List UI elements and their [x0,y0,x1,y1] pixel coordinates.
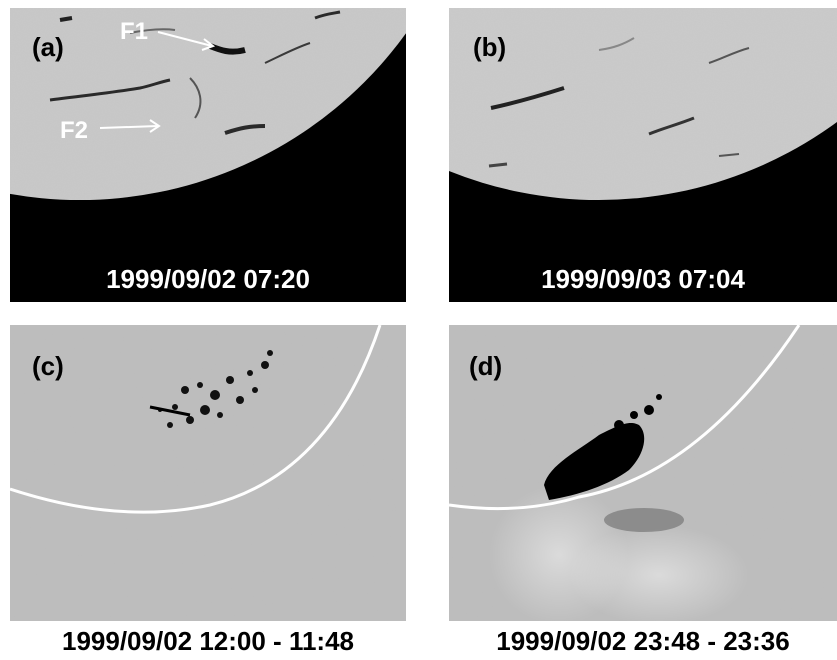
dimming-region-dots [614,394,662,446]
panel-d-difference-image-content [449,325,837,621]
panel-d-difference-image: (d) [449,325,837,621]
filament [490,86,565,110]
filament [314,10,341,20]
filament-dark [149,405,191,417]
panel-b-halpha-image: (b) 1999/09/03 07:04 [449,8,837,302]
feature-label-f2: F2 [60,117,89,144]
filament [224,124,266,135]
filament [488,162,508,168]
filament [189,77,202,119]
timestamp: 1999/09/02 23:48 - 23:36 [496,626,790,656]
panel-b-solar-disk-image [449,8,837,200]
filament [49,78,171,102]
filament [708,47,750,64]
filament [59,16,73,22]
panel-c-difference-image: (c) [10,325,406,621]
filament [264,42,311,64]
panel-a-solar-disk-image [10,8,406,200]
dimming-region [158,350,273,428]
arrow-f2 [99,119,161,133]
panel-label: (d) [469,351,503,381]
timestamp: 1999/09/03 07:04 [541,264,745,294]
panel-c-difference-image-content [10,325,406,621]
filament [598,37,635,51]
panel-label: (c) [32,351,64,381]
arrow-f1 [157,31,216,51]
filament [648,116,695,136]
limb-line [449,325,801,511]
panel-a-halpha-image: (a) F1 F2 1999/09/02 07:20 [10,8,406,302]
filament [129,28,176,34]
timestamp: 1999/09/02 07:20 [106,264,310,294]
panel-label: (a) [32,32,64,62]
panel-label: (b) [473,32,507,62]
filament [718,153,740,157]
dark-loop [604,508,684,532]
feature-label-f1: F1 [120,18,149,45]
cme-bright-front [569,525,749,621]
limb-line [10,325,382,514]
timestamp: 1999/09/02 12:00 - 11:48 [61,626,355,656]
